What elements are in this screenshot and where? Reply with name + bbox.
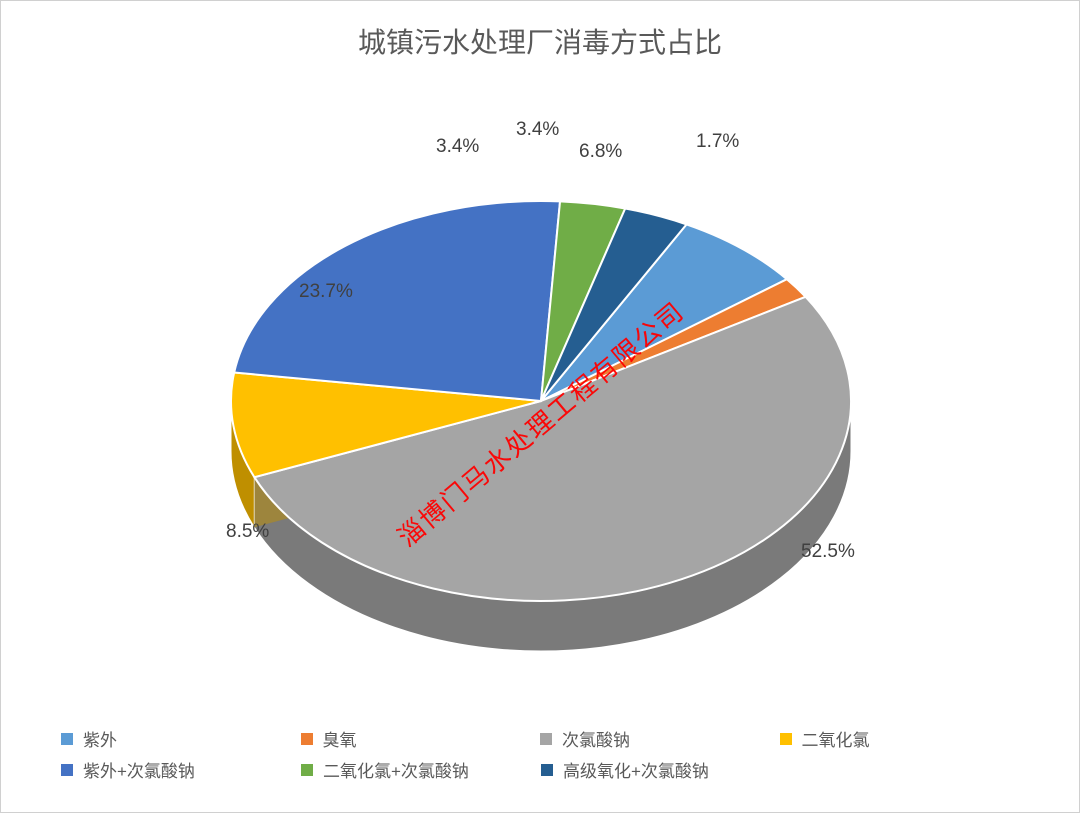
pie-slice [234, 201, 560, 401]
legend-item: 臭氧 [301, 726, 541, 751]
legend-row: 紫外 臭氧 次氯酸钠 二氧化氯 [61, 726, 1019, 751]
data-label: 23.7% [299, 281, 353, 303]
legend-item: 紫外 [61, 726, 301, 751]
legend-swatch [780, 733, 792, 745]
legend-swatch [61, 764, 73, 776]
data-label: 52.5% [801, 541, 855, 563]
chart-container: 城镇污水处理厂消毒方式占比 6.8% 1.7% 52.5% 8.5% 23.7% 3.4%… [0, 0, 1080, 813]
chart-title: 城镇污水处理厂消毒方式占比 [1, 1, 1079, 61]
legend-swatch [540, 733, 552, 745]
data-label: 1.7% [696, 131, 739, 153]
legend-label: 紫外 [83, 726, 117, 751]
legend-label: 紫外+次氯酸钠 [83, 757, 195, 782]
legend-label: 臭氧 [323, 726, 357, 751]
data-label: 3.4% [436, 136, 479, 158]
legend-label: 二氧化氯 [802, 726, 870, 751]
pie-chart [1, 61, 1080, 761]
legend: 紫外 臭氧 次氯酸钠 二氧化氯紫外+次氯酸钠 二氧化氯+次氯酸钠 高级氧化+次氯酸钠 [61, 726, 1019, 788]
legend-item: 高级氧化+次氯酸钠 [541, 757, 781, 782]
legend-swatch [541, 764, 553, 776]
legend-row: 紫外+次氯酸钠 二氧化氯+次氯酸钠 高级氧化+次氯酸钠 [61, 757, 1019, 782]
legend-item: 二氧化氯 [780, 726, 1020, 751]
legend-item: 二氧化氯+次氯酸钠 [301, 757, 541, 782]
legend-label: 二氧化氯+次氯酸钠 [323, 757, 469, 782]
legend-item: 次氯酸钠 [540, 726, 780, 751]
data-label: 6.8% [579, 141, 622, 163]
legend-swatch [301, 764, 313, 776]
legend-swatch [61, 733, 73, 745]
legend-item: 紫外+次氯酸钠 [61, 757, 301, 782]
data-label: 8.5% [226, 521, 269, 543]
legend-label: 高级氧化+次氯酸钠 [563, 757, 709, 782]
legend-label: 次氯酸钠 [562, 726, 630, 751]
legend-swatch [301, 733, 313, 745]
data-label: 3.4% [516, 119, 559, 141]
